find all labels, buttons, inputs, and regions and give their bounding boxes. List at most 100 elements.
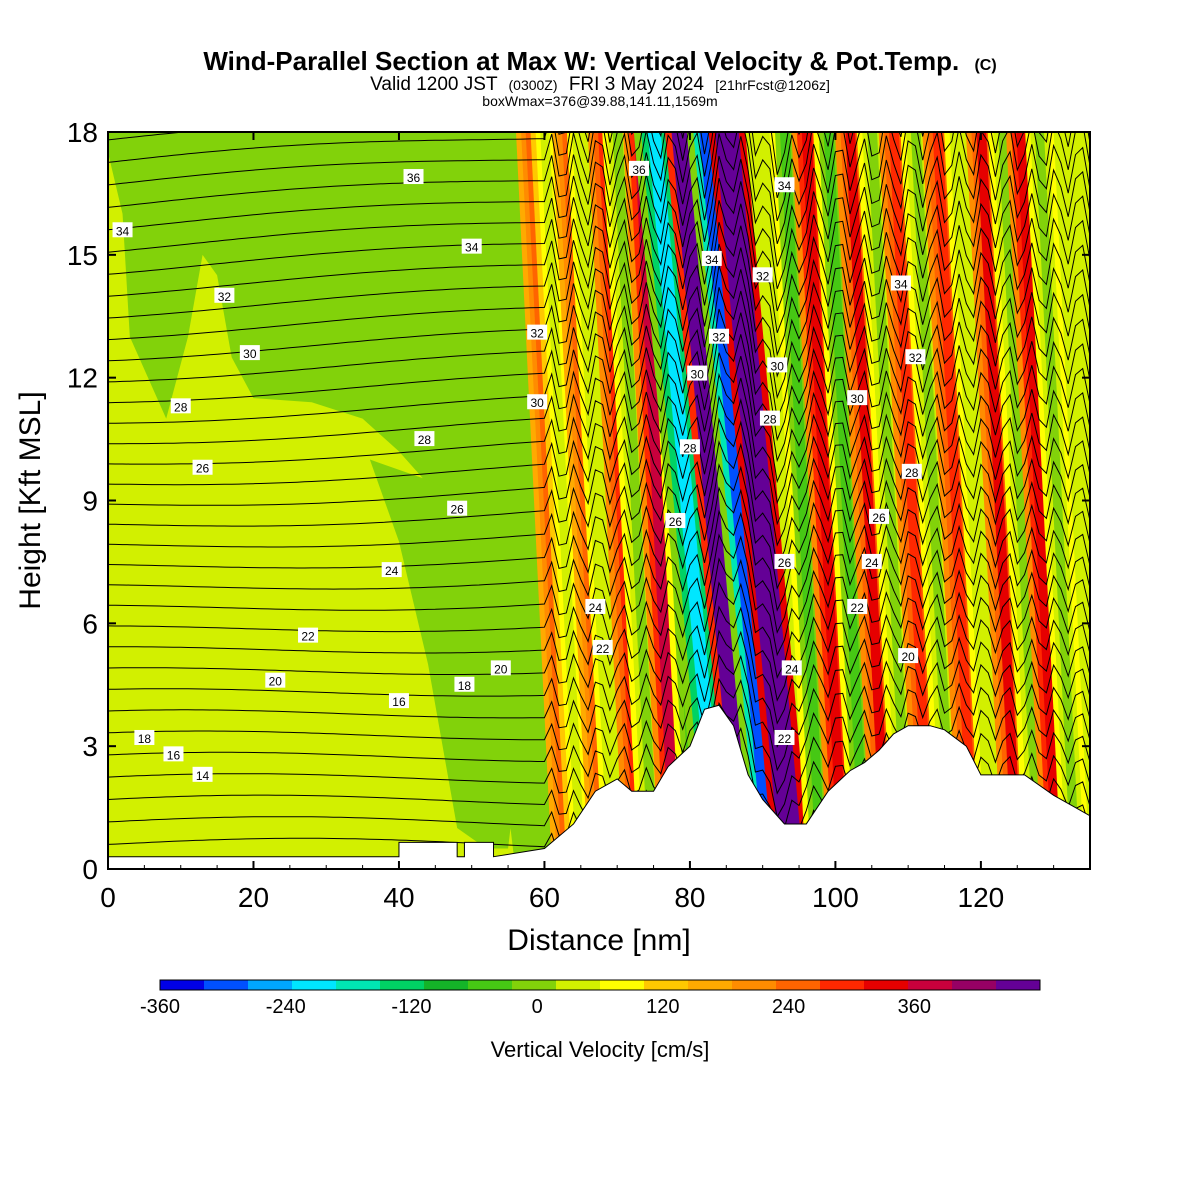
x-tick-label: 0 [100, 882, 116, 913]
contour-label-box [461, 238, 482, 254]
contour-label: 32 [527, 324, 548, 341]
contour-label: 14 [192, 766, 213, 783]
velocity-band [801, 132, 848, 869]
contour-label-box [265, 672, 286, 688]
contour-label-box [847, 598, 868, 614]
colorbar-swatch [688, 980, 733, 990]
contour-label-text: 34 [116, 224, 130, 238]
chart-title-main: Wind-Parallel Section at Max W: Vertical… [203, 46, 959, 76]
contour-label-text: 30 [851, 392, 865, 406]
theta-contour [108, 222, 1090, 357]
contour-label-text: 26 [196, 462, 210, 476]
colorbar: -360 -240 -120 0 120 240 360 [140, 979, 1041, 1018]
theta-contour [108, 372, 1090, 505]
contour-label-box [781, 660, 802, 676]
contour-label: 28 [679, 439, 700, 455]
contour-label-box [214, 287, 235, 303]
theta-contour [108, 308, 1090, 442]
colorbar-swatch [556, 980, 601, 990]
velocity-band [540, 132, 586, 869]
colorbar-label: Vertical Velocity [cm/s] [491, 1037, 710, 1062]
velocity-band [998, 132, 1044, 869]
velocity-band [889, 132, 935, 869]
contour-label-text: 34 [894, 277, 908, 291]
contour-label: 30 [527, 394, 548, 410]
contour-label: 30 [767, 357, 788, 373]
colorbar-swatch [776, 980, 821, 990]
theta-contour [108, 394, 1090, 526]
contour-label: 18 [134, 729, 155, 746]
contour-label-box [774, 177, 795, 193]
theta-contour [108, 133, 1090, 267]
colorbar-swatch [864, 980, 909, 990]
contour-label: 22 [774, 729, 795, 746]
chart-title: Wind-Parallel Section at Max W: Vertical… [203, 46, 996, 76]
theta-contour [108, 178, 1090, 312]
contour-label: 26 [192, 459, 213, 476]
contour-label-text: 16 [392, 695, 406, 709]
contour-label-box [454, 676, 475, 692]
contour-label: 24 [381, 562, 402, 578]
contour-label-text: 26 [450, 503, 464, 517]
subtitle-utc: (0300Z) [509, 77, 558, 93]
velocity-band [677, 132, 755, 869]
colorbar-swatch [468, 980, 513, 990]
contour-label-text: 34 [778, 179, 792, 193]
contour-label-text: 28 [418, 433, 432, 447]
contour-label: 24 [585, 598, 606, 615]
contour-label: 34 [890, 275, 911, 291]
contour-label-text: 26 [669, 515, 683, 529]
velocity-band [976, 132, 1023, 869]
theta-contour [108, 155, 1090, 289]
contour-label: 30 [687, 365, 708, 382]
contour-label: 34 [112, 222, 133, 238]
theta-contour [108, 417, 1090, 547]
background-weak-descent [108, 132, 559, 869]
contour-label-box [239, 345, 260, 361]
colorbar-frame [159, 979, 1041, 991]
contour-label: 28 [170, 398, 191, 414]
contour-label-box [388, 693, 409, 709]
colorbar-tick-label: 120 [646, 996, 679, 1018]
chart-subtitle: Valid 1200 JST (0300Z) FRI 3 May 2024 [2… [370, 74, 830, 95]
contour-label-text: 14 [196, 769, 210, 783]
contour-label-box [163, 746, 184, 762]
contour-label: 28 [759, 410, 780, 427]
colorbar-swatch [820, 980, 865, 990]
contour-label-box [403, 169, 424, 185]
contour-label-text: 20 [901, 650, 915, 664]
colorbar-swatch [248, 980, 293, 990]
x-tick-label: 60 [529, 882, 560, 913]
velocity-band [1016, 132, 1063, 869]
contour-label-text: 32 [756, 269, 770, 283]
subtitle-date: FRI 3 May 2024 [569, 74, 705, 95]
contour-label-box [298, 627, 319, 643]
contour-label-box [134, 729, 155, 745]
contour-label-box [585, 598, 606, 614]
y-tick-label: 15 [67, 240, 98, 271]
theta-contour [108, 605, 1090, 725]
colorbar-swatch [908, 980, 953, 990]
contour-label-box [861, 553, 882, 569]
contour-label-text: 24 [385, 564, 399, 578]
velocity-band [612, 132, 659, 869]
colorbar-swatch [292, 980, 337, 990]
contour-label-box [447, 500, 468, 516]
contour-label-text: 22 [301, 630, 315, 644]
contour-label: 18 [454, 676, 475, 693]
theta-contour [108, 581, 1090, 702]
contour-label-text: 20 [494, 662, 508, 676]
contour-label-box [687, 365, 708, 381]
x-tick-label: 80 [674, 882, 705, 913]
contour-label-box [767, 357, 788, 373]
contour-label-box [752, 267, 773, 283]
colorbar-swatch [204, 980, 249, 990]
theta-contour [108, 653, 1090, 772]
contour-label-text: 24 [785, 662, 799, 676]
contour-label-box [170, 398, 191, 414]
contour-label-text: 34 [465, 241, 479, 255]
colorbar-tick-label: -120 [391, 996, 431, 1018]
contour-label: 36 [403, 169, 424, 185]
contour-label-text: 28 [905, 466, 919, 480]
